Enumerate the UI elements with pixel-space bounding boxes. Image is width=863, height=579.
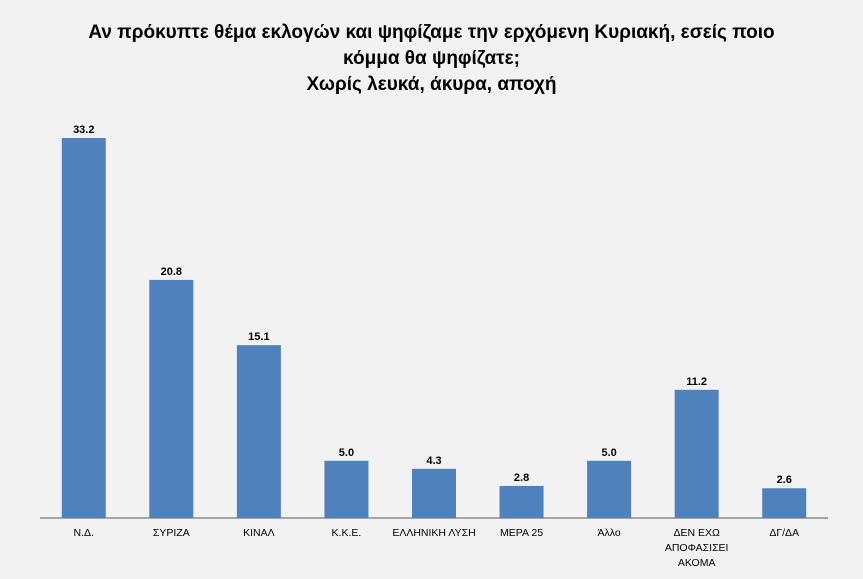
- x-tick-label: ΜΕΡΑ 25: [500, 527, 543, 539]
- x-tick-label: ΣΥΡΙΖΑ: [153, 527, 190, 539]
- x-tick-label: ΚΙΝΑΛ: [243, 527, 275, 539]
- data-label: 5.0: [601, 447, 616, 459]
- bar: [762, 488, 807, 518]
- data-label: 15.1: [248, 331, 269, 343]
- x-tick-label: Άλλο: [598, 527, 621, 539]
- data-label: 2.6: [777, 474, 792, 486]
- bar: [324, 460, 369, 518]
- chart-title-line-1: Αν πρόκυπτε θέμα εκλογών και ψηφίζαμε τη…: [88, 22, 775, 43]
- bar: [674, 389, 719, 518]
- bar: [587, 460, 632, 518]
- bar: [149, 279, 194, 518]
- data-label: 11.2: [686, 376, 707, 388]
- data-label: 2.8: [514, 472, 529, 484]
- data-label: 20.8: [161, 266, 182, 278]
- chart-title: Αν πρόκυπτε θέμα εκλογών και ψηφίζαμε τη…: [0, 20, 863, 98]
- x-tick-label: ΑΚΟΜΑ: [678, 557, 716, 569]
- bar: [61, 138, 106, 518]
- x-tick-label: ΔΓ/ΔΑ: [769, 527, 799, 539]
- data-label: 4.3: [426, 455, 441, 467]
- x-tick-label: Κ.Κ.Ε.: [332, 527, 362, 539]
- x-tick-label: ΑΠΟΦΑΣΙΣΕΙ: [665, 542, 729, 554]
- x-tick-label: ΔΕΝ ΕΧΩ: [673, 527, 720, 539]
- data-label: 33.2: [73, 124, 94, 136]
- x-tick-label: Ν.Δ.: [74, 527, 94, 539]
- bar: [412, 468, 456, 518]
- chart-title-line-2: κόμμα θα ψηφίζατε;: [343, 48, 520, 69]
- x-tick-label: ΕΛΛΗΝΙΚΗ ΛΥΣΗ: [392, 527, 475, 539]
- bar: [236, 345, 281, 518]
- bar: [499, 485, 544, 518]
- data-label: 5.0: [339, 447, 354, 459]
- chart-title-line-3: Χωρίς λευκά, άκυρα, αποχή: [306, 74, 557, 95]
